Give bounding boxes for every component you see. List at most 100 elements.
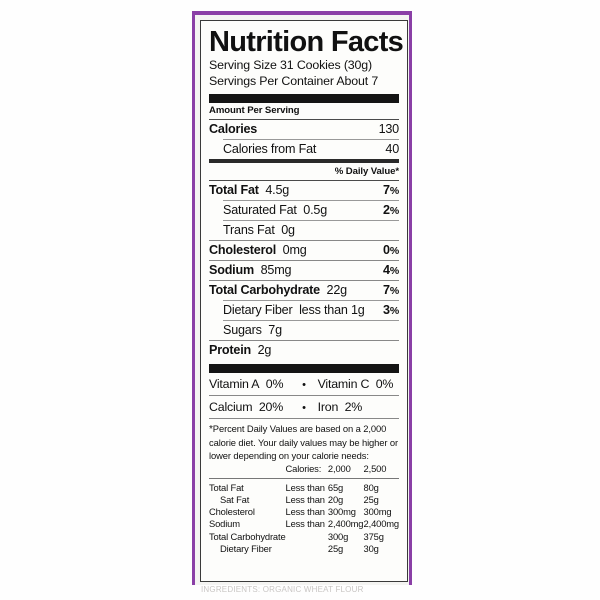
nutrient-row-divider	[209, 259, 399, 261]
dv-table-cell: 25g	[327, 542, 344, 554]
dv-table-header-rule	[209, 476, 399, 481]
dv-table-cell: Less than	[285, 494, 325, 506]
dv-table-cell: Sat Fat	[220, 494, 250, 506]
vitamin-left: Calcium 20%	[209, 399, 284, 414]
nutrient-label: Cholesterol 0mg	[209, 243, 307, 258]
dv-table-cell: Less than	[285, 481, 325, 493]
vitamin-rows-container: Vitamin A 0% • Vitamin C 0% Calcium 20% • Iro…	[209, 373, 399, 418]
nutrient-label: Total Fat 4.5g	[209, 183, 290, 198]
dv-table-row: Sat Fat Less than 20g 25g	[209, 493, 399, 505]
calories-from-fat-value: 40	[385, 142, 399, 157]
footnote-body: Percent Daily Values are based on a 2,00…	[209, 422, 399, 461]
cutoff-ingredients-text: INGREDIENTS: ORGANIC WHEAT FLOUR	[201, 585, 364, 593]
footnote-asterisk: *	[209, 423, 213, 435]
package-panel: Nutrition Facts Serving Size 31 Cookies …	[192, 11, 412, 593]
vitamin-row-divider	[209, 394, 399, 396]
daily-value-header: % Daily Value*	[334, 165, 399, 177]
nutrient-daily-value: 2%	[383, 203, 399, 218]
nutrient-row-divider	[209, 239, 399, 241]
bullet-dot-icon: •	[302, 401, 306, 414]
servings-per-container-text: Servings Per Container About 7	[209, 74, 379, 89]
dv-table-cell	[286, 530, 328, 542]
dv-table-row: Sodium Less than 2,400mg 2,400mg	[209, 518, 399, 530]
nutrient-daily-value: 4%	[383, 263, 399, 278]
dv-table-cell: 25g	[363, 494, 379, 506]
page-title: Nutrition Facts	[209, 26, 404, 58]
calories-label: Calories	[209, 122, 258, 137]
dv-table-cell: Total Fat	[209, 481, 244, 493]
dv-table-cell: 300mg	[327, 506, 356, 518]
dv-table-row: Cholesterol Less than 300mg 300mg	[209, 506, 399, 518]
calories-from-fat-row: Calories from Fat 40	[209, 140, 399, 159]
nutrient-row-divider	[223, 199, 399, 201]
nutrient-row: Protein 2g	[209, 341, 399, 360]
amount-per-serving-label: Amount Per Serving	[209, 104, 300, 116]
dv-table-cell: Less than	[285, 506, 325, 518]
nutrient-row-divider	[223, 299, 399, 301]
rule-under-calories	[223, 138, 399, 140]
dv-table-cell: Less than	[285, 518, 325, 530]
nutrient-row: Cholesterol 0mg 0%	[209, 241, 399, 260]
rule-above-footnote	[209, 417, 399, 419]
nutrient-row: Sugars 7g	[209, 321, 399, 340]
nutrient-daily-value: 7%	[383, 183, 399, 198]
dv-table-row: Total Carbohydrate 300g 375g	[209, 530, 399, 542]
vitamin-right: Iron 2%	[317, 399, 363, 414]
rule-thin-under-amount	[209, 118, 399, 120]
dv-table-cell: 300mg	[363, 506, 392, 518]
nutrient-daily-value: 7%	[383, 283, 399, 298]
calories-value: 130	[378, 122, 400, 137]
dv-table-cell: 300g	[327, 530, 349, 542]
dv-table-cell: 2,400mg	[327, 518, 364, 530]
nutrient-row-divider	[223, 319, 399, 321]
dv-table-header-cell: 2,000	[327, 463, 351, 475]
bullet-dot-icon: •	[302, 378, 306, 391]
nutrient-row-divider	[209, 339, 399, 341]
nutrient-row: Dietary Fiber less than 1g 3%	[209, 301, 399, 320]
dv-table-header-cell	[209, 462, 286, 476]
serving-size-text: Serving Size 31 Cookies (30g)	[209, 58, 373, 72]
dv-table-cell: 2,400mg	[363, 518, 400, 530]
nutrient-label: Trans Fat 0g	[223, 223, 295, 238]
nutrient-row-divider	[223, 219, 399, 221]
dv-table-cell	[286, 542, 328, 554]
nutrient-label: Saturated Fat 0.5g	[223, 203, 328, 218]
nutrient-label: Sugars 7g	[223, 323, 282, 338]
vitamin-row: Vitamin A 0% • Vitamin C 0%	[209, 373, 399, 395]
rule-thick-top	[209, 93, 399, 103]
nutrient-row: Trans Fat 0g	[209, 221, 399, 240]
dv-table-header-row: Calories: 2,000 2,500	[209, 462, 399, 476]
dv-table-cell: 65g	[327, 481, 344, 493]
nutrient-daily-value: 0%	[383, 243, 399, 258]
nutrient-daily-value: 3%	[383, 303, 399, 318]
daily-values-reference-table: Calories: 2,000 2,500 Total Fat Less than 65g…	[209, 462, 399, 554]
nutrient-label: Sodium 85mg	[209, 263, 292, 278]
nutrient-row: Total Fat 4.5g 7%	[209, 181, 399, 200]
rule-thick-above-vitamins	[209, 363, 399, 373]
vitamin-left: Vitamin A 0%	[209, 376, 284, 391]
nutrient-row: Total Carbohydrate 22g 7%	[209, 281, 399, 300]
nutrient-row-divider	[209, 279, 399, 281]
dv-table-row: Total Fat Less than 65g 80g	[209, 481, 399, 493]
rule-thin-under-dv-header	[209, 179, 399, 181]
dv-table-header-cell: 2,500	[363, 463, 387, 475]
dv-table-cell: 30g	[363, 542, 379, 554]
rule-med-above-dv	[209, 158, 399, 163]
dv-table-row: Dietary Fiber 25g 30g	[209, 542, 399, 554]
dv-table-cell: Total Carbohydrate	[209, 530, 286, 542]
nutrient-rows-container: Total Fat 4.5g 7% Saturated Fat 0.5g 2% Tran…	[209, 181, 399, 360]
nutrient-label: Total Carbohydrate 22g	[209, 283, 347, 298]
dv-table-cell: Sodium	[209, 518, 240, 530]
footnote-text: *Percent Daily Values are based on a 2,0…	[209, 419, 399, 463]
dv-table-header-cell: Calories:	[285, 463, 322, 475]
vitamin-right: Vitamin C 0%	[317, 376, 394, 391]
calories-row: Calories 130	[209, 120, 399, 139]
dv-table-cell: Cholesterol	[209, 506, 255, 518]
vitamin-row: Calcium 20% • Iron 2%	[209, 396, 399, 418]
dv-table-header-rule-row	[209, 476, 399, 481]
nutrition-facts-label: Nutrition Facts Serving Size 31 Cookies …	[200, 20, 408, 582]
dv-table-cell: 80g	[363, 481, 379, 493]
nutrient-row: Saturated Fat 0.5g 2%	[209, 201, 399, 220]
calories-from-fat-label: Calories from Fat	[223, 142, 317, 157]
